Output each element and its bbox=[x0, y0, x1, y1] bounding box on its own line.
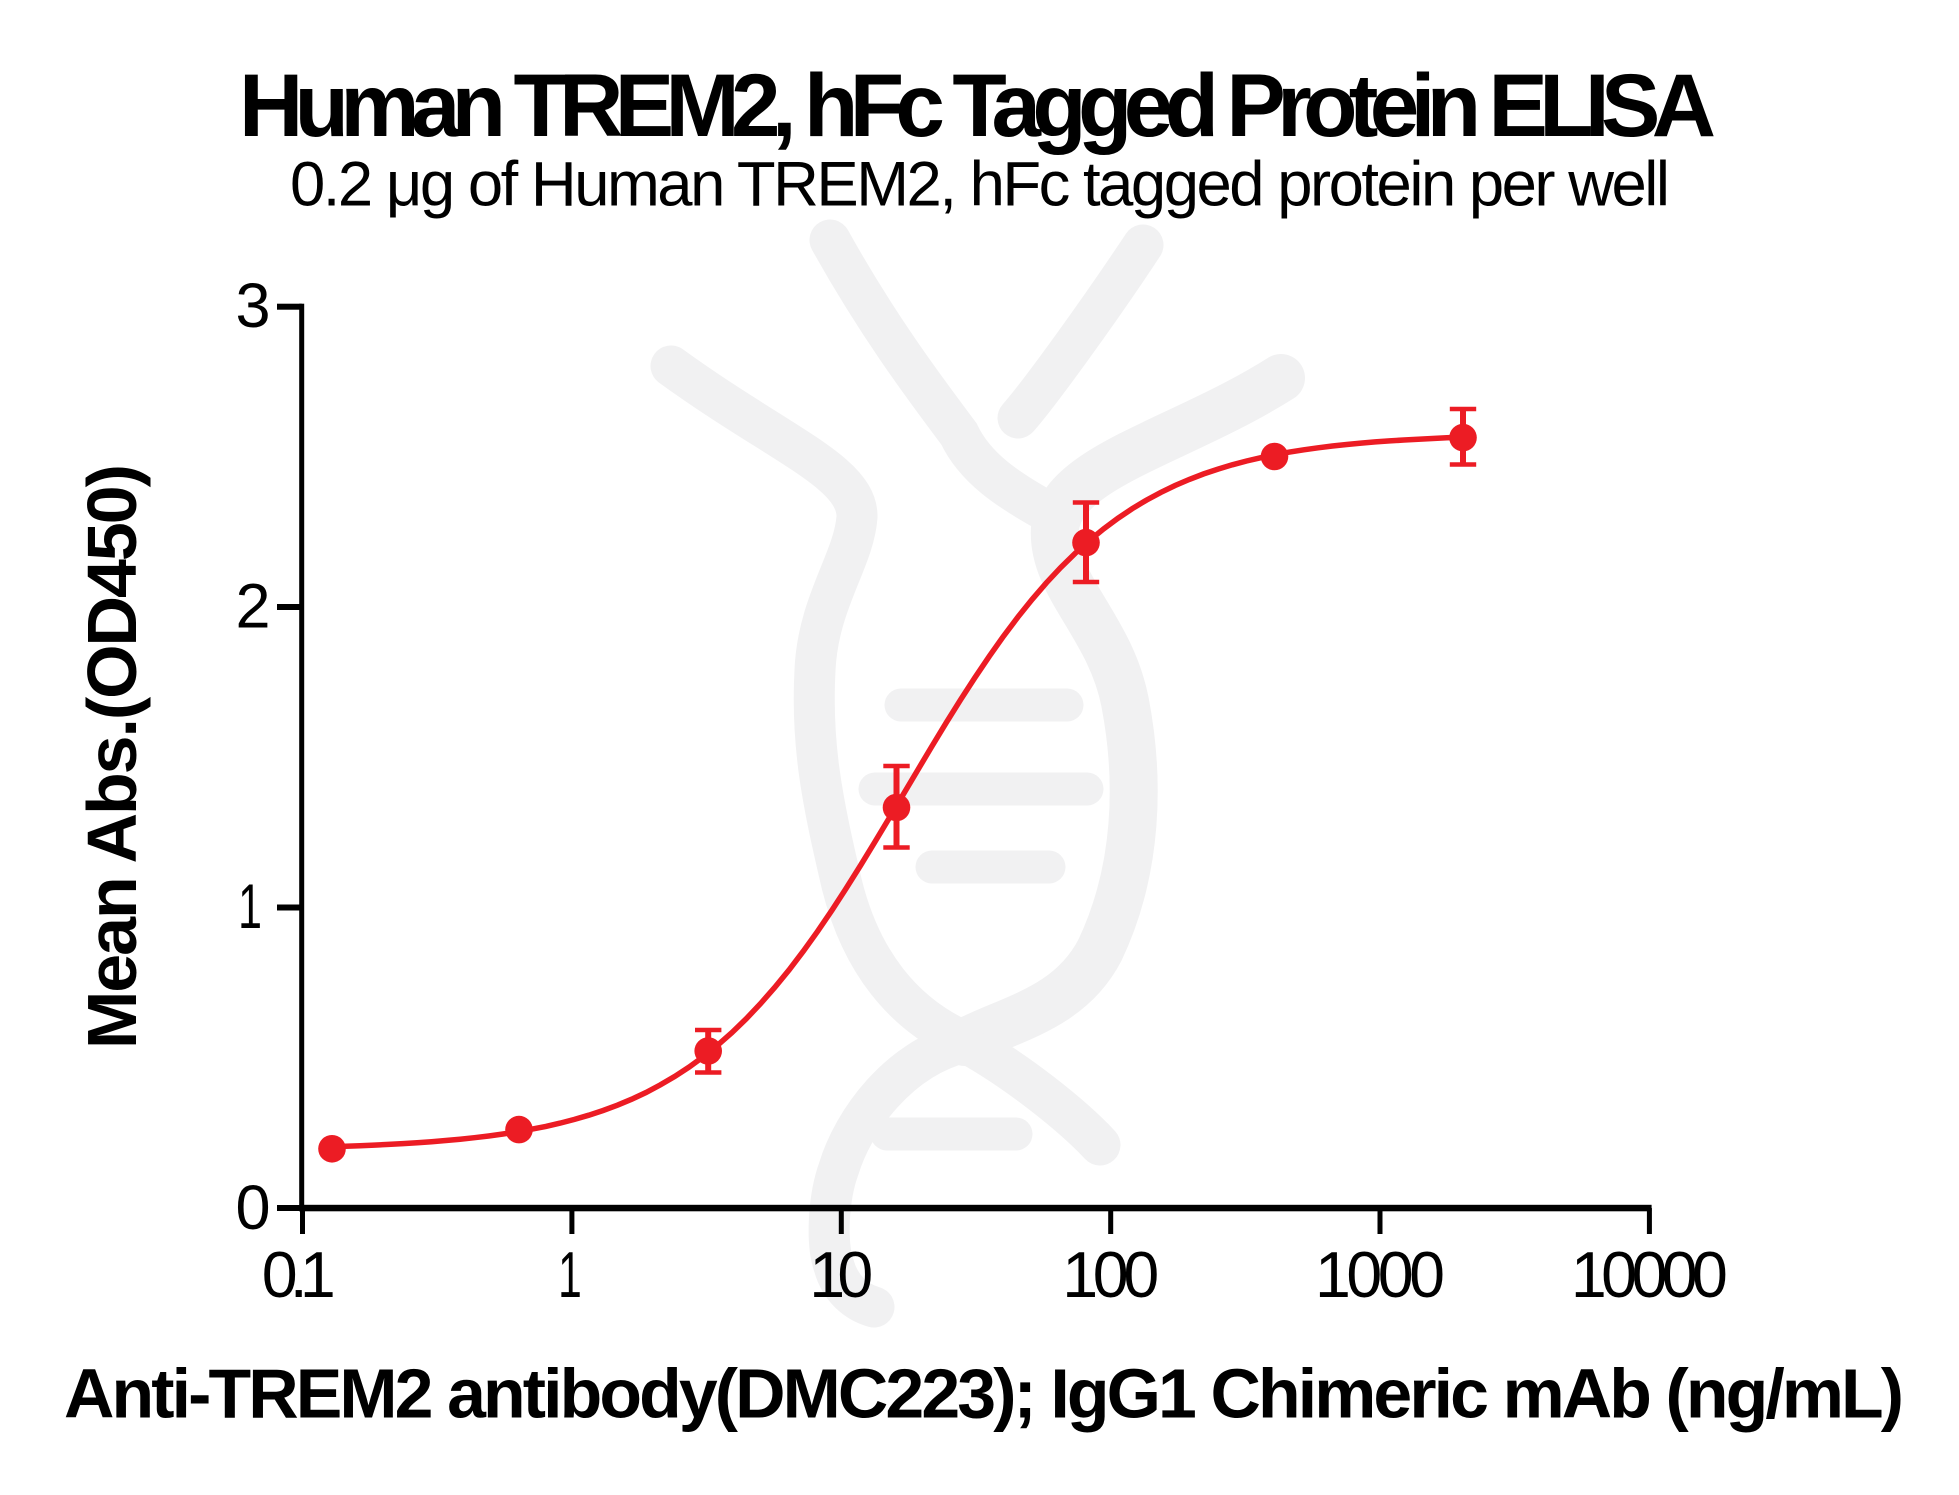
svg-text:1: 1 bbox=[238, 872, 262, 942]
svg-text:Mean Abs.(OD450): Mean Abs.(OD450) bbox=[73, 464, 151, 1049]
svg-text:Anti-TREM2 antibody(DMC223); I: Anti-TREM2 antibody(DMC223); IgG1 Chimer… bbox=[64, 1354, 1904, 1432]
svg-text:10: 10 bbox=[809, 1239, 873, 1311]
svg-text:Human TREM2, hFc Tagged Protei: Human TREM2, hFc Tagged Protein ELISA bbox=[239, 55, 1716, 155]
svg-text:0.2 μg of Human TREM2, hFc tag: 0.2 μg of Human TREM2, hFc tagged protei… bbox=[290, 149, 1670, 219]
svg-text:1: 1 bbox=[558, 1239, 582, 1311]
svg-text:1000: 1000 bbox=[1315, 1239, 1445, 1311]
svg-text:0: 0 bbox=[235, 1173, 270, 1243]
svg-text:0.1: 0.1 bbox=[262, 1239, 336, 1311]
svg-text:2: 2 bbox=[235, 572, 270, 642]
svg-text:10000: 10000 bbox=[1571, 1239, 1728, 1311]
svg-text:3: 3 bbox=[235, 271, 270, 341]
svg-text:100: 100 bbox=[1062, 1239, 1159, 1311]
